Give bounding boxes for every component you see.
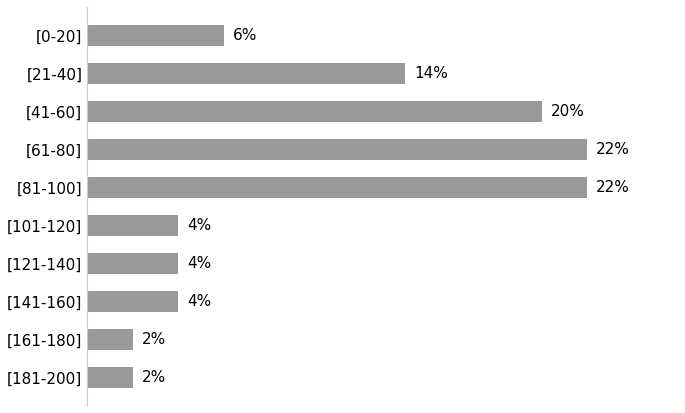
- Text: 6%: 6%: [233, 28, 257, 43]
- Text: 20%: 20%: [551, 104, 585, 119]
- Bar: [87, 329, 133, 350]
- Text: 14%: 14%: [414, 66, 448, 81]
- Text: 22%: 22%: [596, 142, 630, 157]
- Bar: [87, 253, 178, 274]
- Bar: [87, 177, 587, 198]
- Text: 4%: 4%: [187, 294, 212, 309]
- Bar: [87, 291, 178, 312]
- Bar: [87, 367, 133, 388]
- Bar: [87, 139, 587, 160]
- Text: 2%: 2%: [142, 370, 166, 385]
- Text: 4%: 4%: [187, 218, 212, 233]
- Bar: [87, 215, 178, 236]
- Bar: [87, 63, 406, 84]
- Text: 2%: 2%: [142, 332, 166, 347]
- Text: 4%: 4%: [187, 256, 212, 271]
- Text: 22%: 22%: [596, 180, 630, 195]
- Bar: [87, 101, 542, 122]
- Bar: [87, 25, 223, 46]
